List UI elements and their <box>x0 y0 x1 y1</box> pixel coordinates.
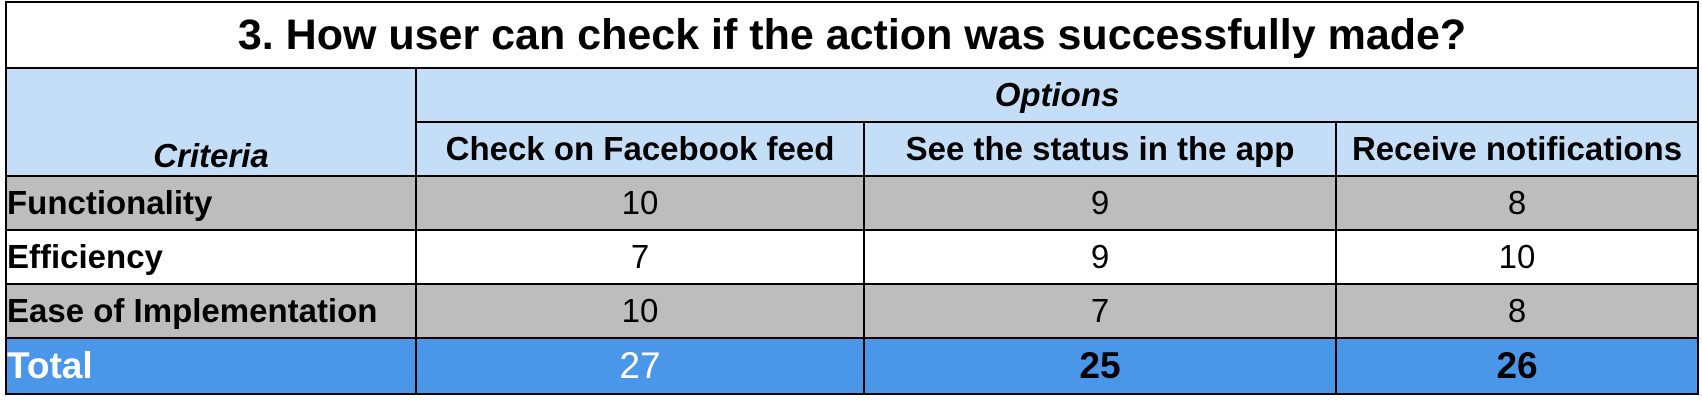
criteria-label: Efficiency <box>5 229 417 285</box>
score-cell: 7 <box>863 283 1337 339</box>
table-row-ease-of-implementation: Ease of Implementation 10 7 8 <box>5 283 1700 339</box>
score-cell: 8 <box>1334 175 1700 231</box>
criteria-label: Ease of Implementation <box>5 283 417 339</box>
table-row-total: Total 27 25 26 <box>5 337 1700 395</box>
score-cell: 10 <box>415 175 865 231</box>
total-score-cell: 25 <box>863 337 1337 395</box>
score-cell: 8 <box>1334 283 1700 339</box>
table-row-efficiency: Efficiency 7 9 10 <box>5 229 1700 285</box>
score-cell: 10 <box>415 283 865 339</box>
options-header-row: Criteria Options <box>5 67 1700 177</box>
score-cell: 10 <box>1334 229 1700 285</box>
criteria-header: Criteria <box>5 67 417 177</box>
score-cell: 7 <box>415 229 865 285</box>
total-score-cell: 26 <box>1334 337 1700 395</box>
option-header-status-in-app: See the status in the app <box>863 121 1337 177</box>
score-cell: 9 <box>863 175 1337 231</box>
total-label: Total <box>5 337 417 395</box>
option-names-row: Check on Facebook feed See the status in… <box>6 121 1700 177</box>
criteria-label: Functionality <box>5 175 417 231</box>
table-row-functionality: Functionality 10 9 8 <box>5 175 1700 231</box>
total-score-cell: 27 <box>415 337 865 395</box>
option-header-facebook-feed: Check on Facebook feed <box>415 121 865 177</box>
score-cell: 9 <box>863 229 1337 285</box>
title-row: 3. How user can check if the action was … <box>4 1 1700 69</box>
table-title: 3. How user can check if the action was … <box>4 1 1700 69</box>
decision-matrix-table: 3. How user can check if the action was … <box>4 1 1700 395</box>
option-header-notifications: Receive notifications <box>1334 121 1700 177</box>
options-header: Options <box>414 67 1700 123</box>
